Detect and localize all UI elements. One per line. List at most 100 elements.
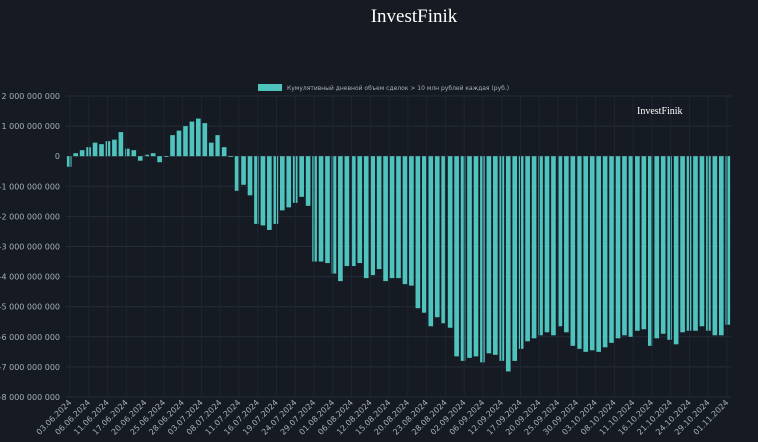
bar — [163, 156, 169, 157]
y-tick-label: -8 000 000 000 — [0, 393, 60, 402]
bar — [647, 156, 653, 346]
bar — [570, 156, 576, 346]
bar — [215, 135, 221, 157]
bar — [564, 156, 569, 333]
bar — [596, 156, 601, 352]
bar — [221, 147, 227, 157]
bar — [370, 156, 375, 276]
bar — [693, 156, 698, 331]
bar — [350, 156, 356, 267]
bar — [170, 135, 175, 157]
bar — [228, 156, 233, 157]
bar — [635, 156, 640, 331]
bar — [99, 144, 104, 157]
bar — [673, 156, 679, 345]
bar — [183, 126, 188, 157]
bar — [357, 156, 363, 264]
bar — [505, 156, 511, 372]
bar — [254, 156, 259, 224]
bar — [131, 150, 137, 157]
y-tick-label: -6 000 000 000 — [0, 333, 60, 342]
bar — [389, 156, 395, 279]
bar — [325, 156, 330, 264]
bar — [589, 156, 595, 351]
bar — [518, 156, 524, 349]
bar — [486, 156, 492, 354]
bar — [434, 156, 440, 318]
bar — [428, 156, 434, 327]
bar — [338, 156, 343, 282]
legend-label: Кумулятивный дневной объем сделок > 10 м… — [287, 85, 509, 92]
bar — [112, 139, 117, 157]
bar — [641, 156, 647, 330]
bar — [544, 156, 550, 333]
y-tick-label: -1 000 000 000 — [0, 182, 60, 191]
bar — [660, 156, 666, 334]
y-tick-label: -3 000 000 000 — [0, 243, 60, 252]
bar — [125, 148, 130, 157]
bar — [467, 156, 472, 358]
bar — [267, 156, 272, 230]
bar — [241, 156, 246, 185]
bar — [718, 156, 724, 336]
bar — [622, 156, 627, 336]
bar — [279, 156, 285, 211]
bar — [73, 153, 79, 157]
bar — [196, 118, 201, 157]
bar — [473, 156, 479, 357]
bar — [628, 156, 634, 337]
bar — [602, 156, 608, 348]
bar — [383, 156, 388, 282]
bar — [312, 156, 317, 262]
bar — [699, 156, 705, 327]
bar — [609, 156, 614, 343]
bar — [299, 156, 304, 197]
bar — [376, 156, 382, 270]
bar — [576, 156, 582, 349]
bar — [557, 156, 563, 327]
bar — [725, 156, 731, 325]
bar — [234, 156, 240, 191]
bar — [415, 156, 421, 309]
bar — [318, 156, 324, 262]
y-tick-label: -7 000 000 000 — [0, 363, 60, 372]
bar — [409, 156, 414, 286]
bar — [538, 156, 543, 336]
bar — [286, 156, 292, 208]
y-tick-label: 0 — [55, 152, 60, 161]
y-tick-label: -5 000 000 000 — [0, 303, 60, 312]
chart-title: InvestFinik — [370, 6, 458, 27]
bar — [92, 142, 98, 157]
bar — [422, 156, 427, 313]
bar — [344, 156, 350, 267]
bar — [144, 154, 150, 157]
watermark-text: InvestFinik — [637, 106, 683, 117]
bar — [247, 156, 253, 196]
bar — [189, 121, 195, 157]
bar — [667, 156, 672, 340]
bar — [480, 156, 485, 363]
y-tick-label: -2 000 000 000 — [0, 212, 60, 221]
bar — [454, 156, 459, 357]
bar — [396, 156, 401, 279]
bar — [331, 156, 337, 274]
bar — [512, 156, 518, 361]
bar — [551, 156, 556, 336]
bar — [447, 156, 453, 328]
bar — [66, 156, 72, 167]
bar — [305, 156, 311, 206]
bar — [363, 156, 369, 279]
bar — [208, 142, 214, 157]
bar — [150, 153, 156, 157]
bar — [118, 132, 124, 157]
bar — [583, 156, 589, 352]
bar — [273, 156, 279, 224]
bar — [525, 156, 530, 342]
bar — [712, 156, 718, 336]
bar — [260, 156, 266, 226]
legend-swatch — [258, 84, 282, 91]
bar — [680, 156, 685, 333]
y-tick-label: 1 000 000 000 — [1, 122, 60, 131]
bar — [615, 156, 621, 339]
